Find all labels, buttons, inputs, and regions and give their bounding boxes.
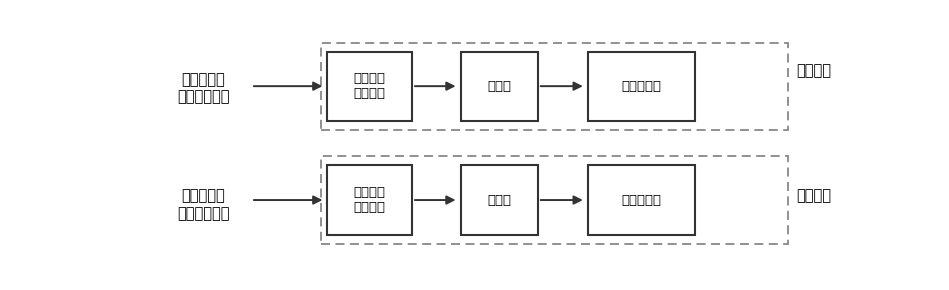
Text: 射频存储器: 射频存储器 [622,80,661,93]
Text: 第二通道: 第二通道 [797,188,831,203]
Text: 检波器: 检波器 [487,80,512,93]
Text: 接收信号的
水平极化分量: 接收信号的 水平极化分量 [177,72,230,105]
Bar [321,157,788,244]
Bar [460,52,538,121]
Text: 第一通道: 第一通道 [797,63,831,78]
Bar [327,165,412,235]
Bar [587,52,695,121]
Text: 检波器: 检波器 [487,193,512,206]
Bar [327,52,412,121]
Text: 射频存储器: 射频存储器 [622,193,661,206]
Text: 低噪声功
率放大器: 低噪声功 率放大器 [354,186,386,214]
Bar [460,165,538,235]
Bar [321,43,788,130]
Text: 接收信号的
垂直极化分量: 接收信号的 垂直极化分量 [177,188,230,221]
Bar [587,165,695,235]
Text: 低噪声功
率放大器: 低噪声功 率放大器 [354,72,386,100]
